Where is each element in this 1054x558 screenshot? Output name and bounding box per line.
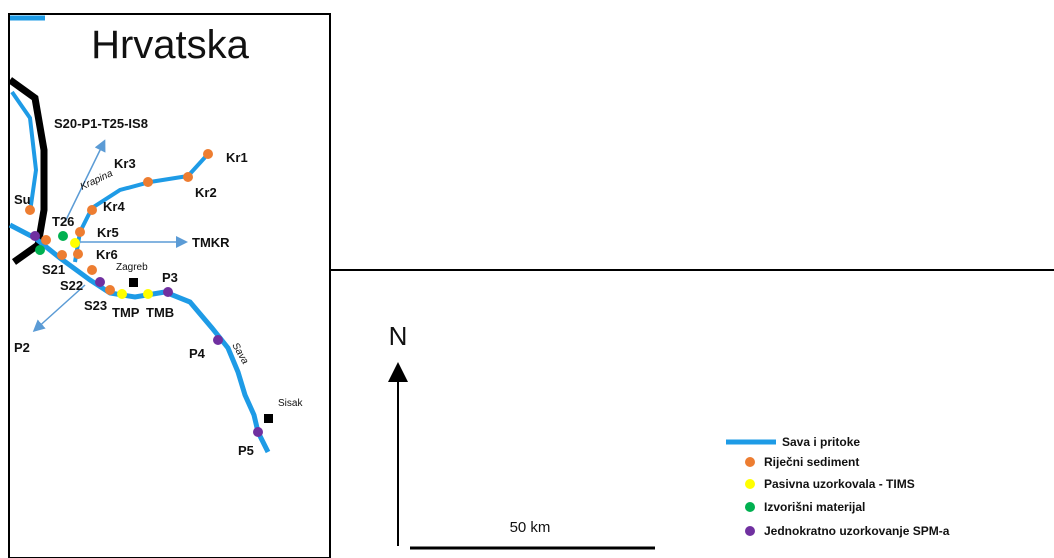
north-label: N [389,321,408,351]
sample-points [25,149,263,437]
map-frame [8,13,331,558]
site-label: Kr5 [97,225,119,240]
city-name: Zagreb [116,262,148,273]
arrow [64,139,106,223]
site-label: P3 [162,270,178,285]
site-label: S20-P1-T25-IS8 [54,116,148,131]
site-label: T26 [52,214,74,229]
legend-label: Sava i pritoke [782,435,860,449]
arrow [32,284,86,333]
scale-label: 50 km [510,519,551,536]
site-label: P2 [14,340,30,355]
legend-label: Pasivna uzorkovala - TIMS [764,477,915,491]
river [10,90,39,213]
site-label: Kr3 [114,156,136,171]
legend-label: Izvorišni materijal [764,500,865,514]
site-label: Kr2 [195,185,217,200]
site-label: TMKR [192,235,230,250]
site-label: Kr6 [96,247,118,262]
legend-label: Riječni sediment [764,455,859,469]
city-marker [264,414,273,423]
site-label: P4 [189,346,206,361]
map-title: Hrvatska [91,23,250,67]
legend-label: Jednokratno uzorkovanje SPM-a [764,524,950,538]
city-name: Sisak [278,398,303,409]
border [7,77,48,265]
site-label: S22 [60,278,83,293]
site-label: S21 [42,262,65,277]
site-label: Su [14,192,31,207]
site-label: TMB [146,305,174,320]
site-label: S23 [84,298,107,313]
site-label: Kr1 [226,150,248,165]
city-marker [129,278,138,287]
site-label: TMP [112,305,140,320]
legend: Sava i pritoke Riječni sediment Pasivna … [726,435,950,538]
river-sava [8,222,271,454]
site-label: P5 [238,443,254,458]
site-label: Kr4 [103,199,125,214]
